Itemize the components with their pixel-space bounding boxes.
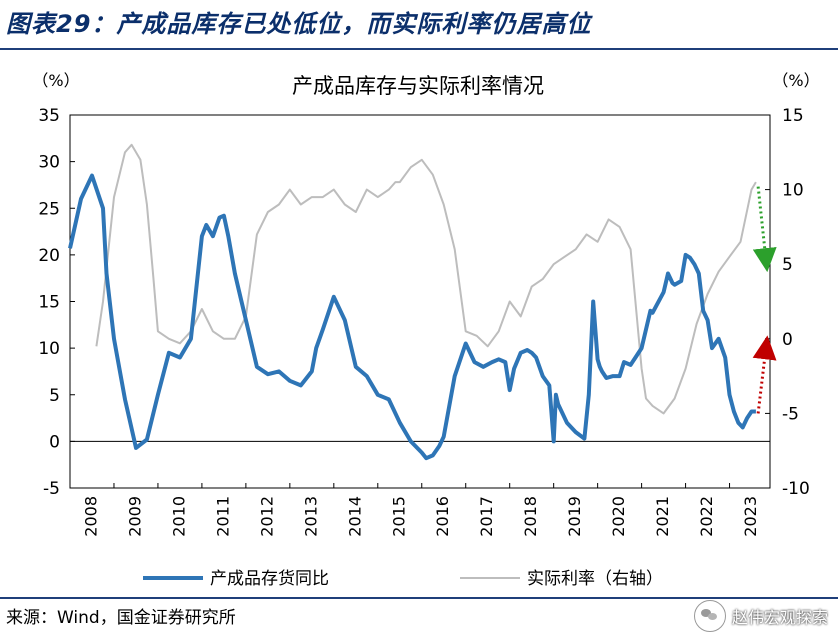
right-tick-label: 15 [782, 106, 804, 126]
arrow-down-icon [752, 186, 777, 273]
x-tick-label: 2023 [741, 496, 760, 537]
left-tick-label: 30 [38, 153, 60, 173]
left-tick-label: 10 [38, 339, 60, 359]
chart: 产成品库存与实际利率情况 （%） （%） -5 0 5 10 15 20 25 30 35 -1… [32, 71, 819, 589]
series-line-real-rate [95, 143, 757, 415]
left-tick-label: 25 [38, 199, 60, 219]
x-tick-label: 2015 [389, 496, 408, 537]
right-tick-label: -5 [782, 404, 799, 424]
left-tick-label: 15 [38, 293, 60, 313]
x-tick-label: 2021 [653, 496, 672, 537]
right-tick-label: 5 [782, 255, 793, 275]
x-tick-label: 2014 [345, 496, 364, 537]
legend-label-real-rate: 实际利率（右轴） [527, 569, 663, 589]
x-tick-label: 2017 [477, 496, 496, 537]
watermark: 赵伟宏观探索 [693, 600, 828, 632]
watermark-text: 赵伟宏观探索 [731, 608, 828, 627]
figure-title: 图表29：产成品库存已处低位，而实际利率仍居高位 [6, 10, 592, 38]
left-tick-label: 20 [38, 246, 60, 266]
x-tick-label: 2012 [257, 496, 276, 537]
right-tick-label: 0 [782, 330, 793, 350]
right-axis-unit: （%） [772, 71, 819, 90]
x-tick-label: 2020 [609, 496, 628, 537]
left-tick-label: -5 [43, 479, 60, 499]
chart-title: 产成品库存与实际利率情况 [292, 74, 544, 98]
x-tick-label: 2022 [697, 496, 716, 537]
left-tick-label: 0 [49, 432, 60, 452]
left-tick-label: 5 [49, 386, 60, 406]
arrow-up-icon [752, 335, 777, 414]
legend: 产成品存货同比 实际利率（右轴） [143, 569, 663, 589]
x-tick-label: 2008 [81, 496, 100, 537]
source-rule [0, 597, 838, 599]
x-tick-label: 2018 [521, 496, 540, 537]
legend-label-inventory: 产成品存货同比 [210, 569, 329, 589]
wechat-logo-icon [693, 600, 726, 632]
left-tick-label: 35 [38, 106, 60, 126]
x-tick-label: 2011 [213, 496, 232, 537]
plot-frame [69, 114, 771, 489]
x-tick-label: 2009 [125, 496, 144, 537]
x-tick-label: 2016 [433, 496, 452, 537]
x-tick-label: 2019 [565, 496, 584, 537]
x-tick-label: 2013 [301, 496, 320, 537]
x-tick-label: 2010 [169, 496, 188, 537]
right-tick-label: 10 [782, 181, 804, 201]
source-note: 来源：Wind，国金证券研究所 [6, 608, 236, 628]
left-axis-unit: （%） [32, 71, 79, 90]
title-rule [0, 48, 838, 50]
series-line-inventory [68, 173, 756, 461]
right-tick-label: -10 [782, 479, 810, 499]
